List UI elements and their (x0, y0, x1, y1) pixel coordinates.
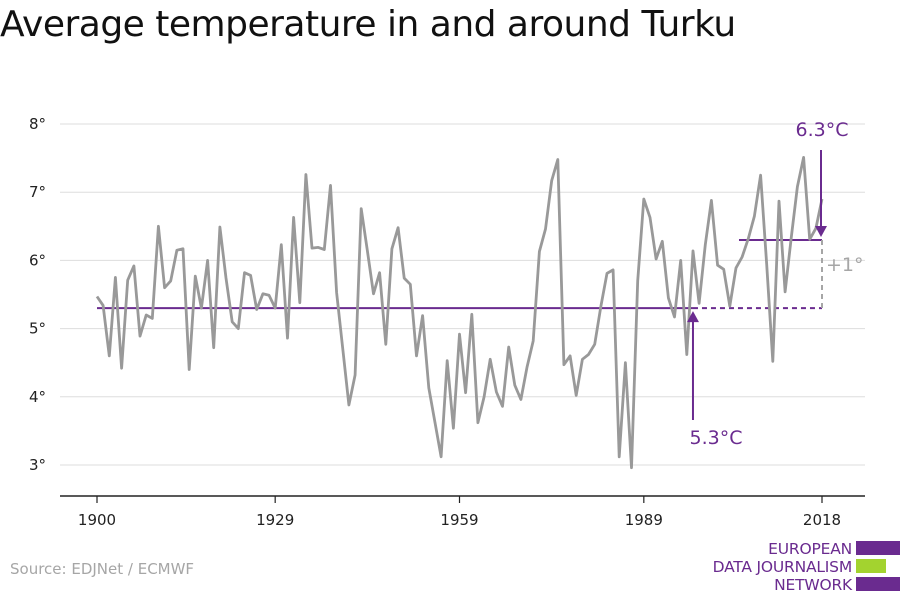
logo-bar-purple-2 (856, 577, 900, 591)
logo-line-2: DATA JOURNALISM (712, 558, 853, 576)
line-chart: 3° 4° 5° 6° 7° 8° 1900 1929 1959 1989 2018 5.3°C 6… (29, 115, 865, 529)
delta-label: +1° (826, 254, 864, 276)
logo-bar-green (856, 559, 900, 573)
y-tick-label: 4° (29, 388, 46, 406)
chart-title: Average temperature in and around Turku (0, 4, 736, 45)
source-note: Source: EDJNet / ECMWF (10, 560, 195, 578)
x-tick-label: 1989 (625, 511, 663, 529)
y-tick-label: 3° (29, 456, 46, 474)
y-tick-label: 5° (29, 320, 46, 338)
y-tick-label: 8° (29, 115, 46, 133)
logo-line-1: EUROPEAN (768, 540, 852, 558)
logo-line-3: NETWORK (774, 576, 852, 594)
x-tick-label: 2018 (803, 511, 841, 529)
edjnet-logo: EUROPEAN DATA JOURNALISM NETWORK (700, 539, 900, 595)
logo-bar-purple-1 (856, 541, 900, 555)
arrow-recent-average-head (815, 225, 827, 237)
arrow-early-average-head (686, 311, 699, 323)
y-tick-label: 7° (29, 183, 46, 201)
early-average-label: 5.3°C (690, 427, 743, 449)
temperature-series-line (95, 155, 824, 470)
x-tick-label: 1959 (440, 511, 478, 529)
x-tick-label: 1900 (78, 511, 116, 529)
x-tick-label: 1929 (256, 511, 294, 529)
recent-average-label: 6.3°C (796, 119, 849, 141)
y-tick-label: 6° (29, 251, 46, 269)
